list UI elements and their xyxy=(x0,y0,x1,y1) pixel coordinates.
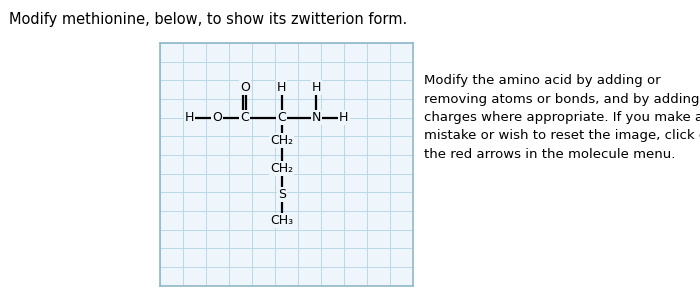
Text: Modify the amino acid by adding or
removing atoms or bonds, and by adding
charge: Modify the amino acid by adding or remov… xyxy=(424,74,700,161)
Text: C: C xyxy=(277,111,286,124)
Text: CH₂: CH₂ xyxy=(270,133,293,147)
Text: O: O xyxy=(212,111,222,124)
Text: O: O xyxy=(240,81,250,94)
Text: H: H xyxy=(340,111,349,124)
Text: H: H xyxy=(312,81,321,94)
Text: Modify methionine, below, to show its zwitterion form.: Modify methionine, below, to show its zw… xyxy=(9,12,407,27)
Text: H: H xyxy=(277,81,286,94)
Text: CH₃: CH₃ xyxy=(270,214,293,227)
Text: C: C xyxy=(241,111,249,124)
Text: N: N xyxy=(312,111,321,124)
Text: H: H xyxy=(185,111,194,124)
Text: S: S xyxy=(278,188,286,201)
Text: CH₂: CH₂ xyxy=(270,162,293,175)
